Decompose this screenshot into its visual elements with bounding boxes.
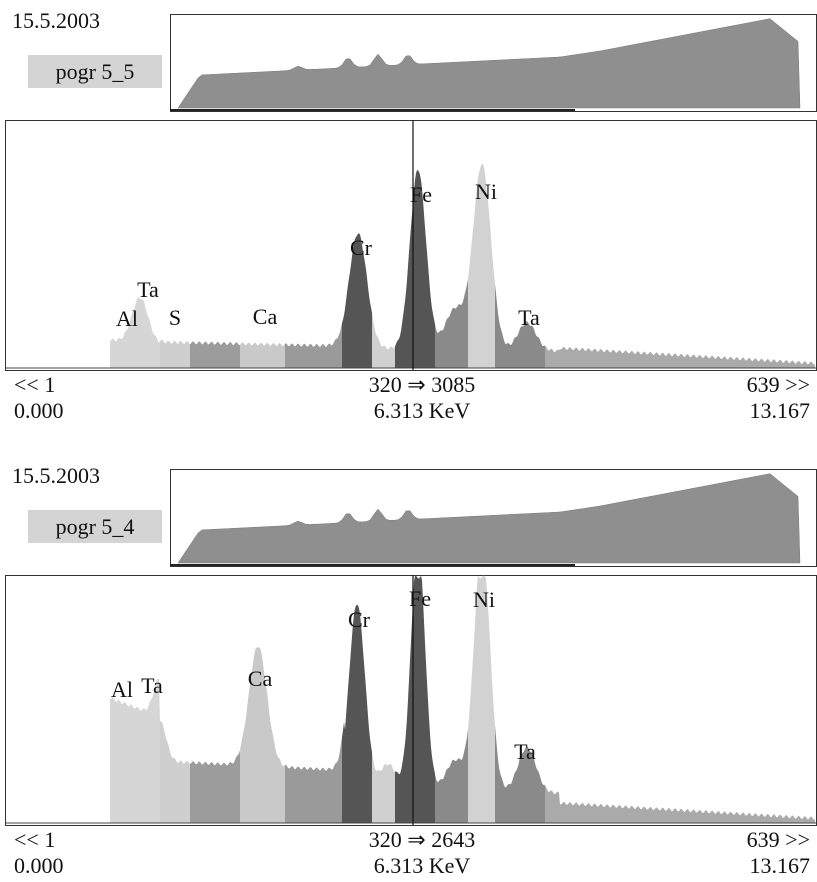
spectrum-region xyxy=(110,297,160,368)
peak-label: Ni xyxy=(473,587,495,612)
energy-left: 0.000 xyxy=(14,853,64,878)
peak-label: Ta xyxy=(514,739,536,764)
peak-label: Ca xyxy=(248,666,273,691)
date: 15.5.2003 xyxy=(12,8,100,33)
spectrum-name: pogr 5_5 xyxy=(56,59,135,84)
channel-right: 639 >> xyxy=(747,827,810,852)
spectrum-region xyxy=(372,312,395,368)
date: 15.5.2003 xyxy=(12,463,100,488)
channel-left: << 1 xyxy=(14,827,55,852)
spectrum-region xyxy=(285,737,342,823)
peak-label: Ta xyxy=(518,305,540,330)
overview-spectrum xyxy=(177,18,801,109)
spectrum-name: pogr 5_4 xyxy=(56,514,135,539)
spectrum-region xyxy=(468,575,495,823)
spectrum-region xyxy=(545,785,815,823)
peak-label: Cr xyxy=(350,235,373,260)
spectrum-region xyxy=(395,170,435,368)
spectrum-region xyxy=(342,604,372,823)
energy-right: 13.167 xyxy=(750,853,811,878)
energy-right: 13.167 xyxy=(750,398,811,423)
name-box xyxy=(28,510,162,543)
channel-left: << 1 xyxy=(14,372,55,397)
spectrum-region xyxy=(435,728,468,823)
overview-spectrum xyxy=(177,473,801,564)
spectrum-region xyxy=(395,575,435,823)
spectrum-region xyxy=(545,345,815,368)
spectrum-region xyxy=(240,342,285,368)
spectrum-region xyxy=(110,678,160,823)
channel-cursor: 320 ⇒ 3085 xyxy=(369,372,475,397)
energy-left: 0.000 xyxy=(14,398,64,423)
channel-right: 639 >> xyxy=(747,372,810,397)
peak-label: S xyxy=(169,305,181,330)
spectrum-region xyxy=(495,725,545,823)
spectrum-region xyxy=(160,721,190,823)
spectrum-region xyxy=(495,283,545,368)
energy-cursor: 6.313 KeV xyxy=(374,853,471,878)
peak-label: Al xyxy=(116,306,138,331)
name-box xyxy=(28,55,162,88)
spectrum-region xyxy=(160,339,190,368)
peak-label: Ca xyxy=(253,304,278,329)
peak-label: Cr xyxy=(348,607,371,632)
peak-label: Al xyxy=(111,677,133,702)
spectrum-region xyxy=(240,647,285,823)
spectrum-region xyxy=(372,751,395,823)
spectrum-region xyxy=(285,323,342,368)
peak-label: Ta xyxy=(137,277,159,302)
spectrum-region xyxy=(468,163,495,368)
spectrum-region xyxy=(342,233,372,368)
peak-label: Fe xyxy=(409,586,431,611)
channel-cursor: 320 ⇒ 2643 xyxy=(369,827,475,852)
peak-label: Ta xyxy=(141,673,163,698)
peak-label: Ni xyxy=(475,179,497,204)
energy-cursor: 6.313 KeV xyxy=(374,398,471,423)
spectrum-region xyxy=(190,750,240,823)
spectrum-region xyxy=(190,341,240,368)
peak-label: Fe xyxy=(410,182,432,207)
spectrum-region xyxy=(435,278,468,368)
